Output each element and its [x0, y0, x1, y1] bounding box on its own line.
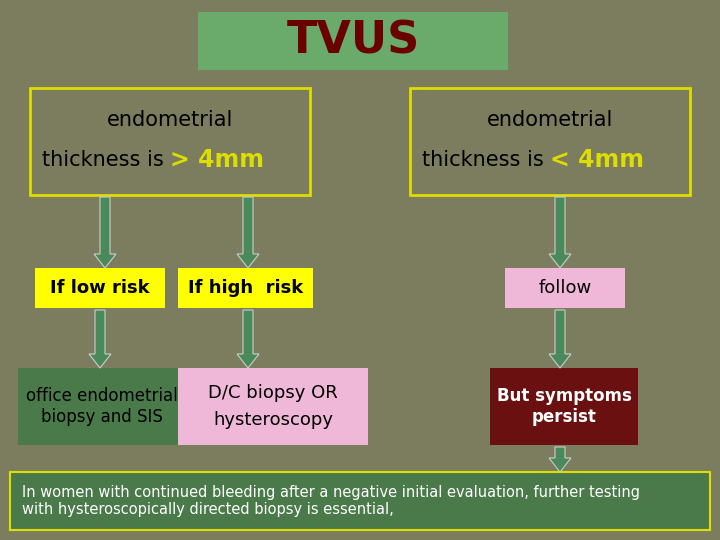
Text: thickness is: thickness is	[422, 150, 550, 170]
Text: In women with continued bleeding after a negative initial evaluation, further te: In women with continued bleeding after a…	[22, 485, 640, 517]
Text: < 4mm: < 4mm	[550, 148, 644, 172]
Bar	[198, 12, 508, 70]
Text: > 4mm: > 4mm	[170, 148, 264, 172]
Bar	[18, 368, 185, 445]
Bar	[490, 368, 638, 445]
FancyArrow shape	[237, 197, 259, 268]
Bar	[30, 88, 310, 195]
FancyArrow shape	[549, 447, 571, 472]
Bar	[410, 88, 690, 195]
FancyArrow shape	[549, 197, 571, 268]
FancyArrow shape	[89, 310, 111, 368]
Text: endometrial: endometrial	[487, 110, 613, 130]
FancyArrow shape	[94, 197, 116, 268]
Text: office endometrial
biopsy and SIS: office endometrial biopsy and SIS	[26, 387, 177, 426]
Text: endometrial: endometrial	[107, 110, 233, 130]
Text: But symptoms
persist: But symptoms persist	[497, 387, 631, 426]
Text: If high  risk: If high risk	[188, 279, 303, 297]
Bar	[178, 368, 368, 445]
Bar	[10, 472, 710, 530]
FancyArrow shape	[549, 310, 571, 368]
Text: hysteroscopy: hysteroscopy	[213, 411, 333, 429]
Bar	[35, 268, 165, 308]
Bar	[178, 268, 313, 308]
Text: follow: follow	[539, 279, 592, 297]
Text: If low risk: If low risk	[50, 279, 150, 297]
Text: D/C biopsy OR: D/C biopsy OR	[208, 384, 338, 402]
Bar	[505, 268, 625, 308]
Text: thickness is: thickness is	[42, 150, 170, 170]
Text: TVUS: TVUS	[287, 19, 420, 63]
FancyArrow shape	[237, 310, 259, 368]
